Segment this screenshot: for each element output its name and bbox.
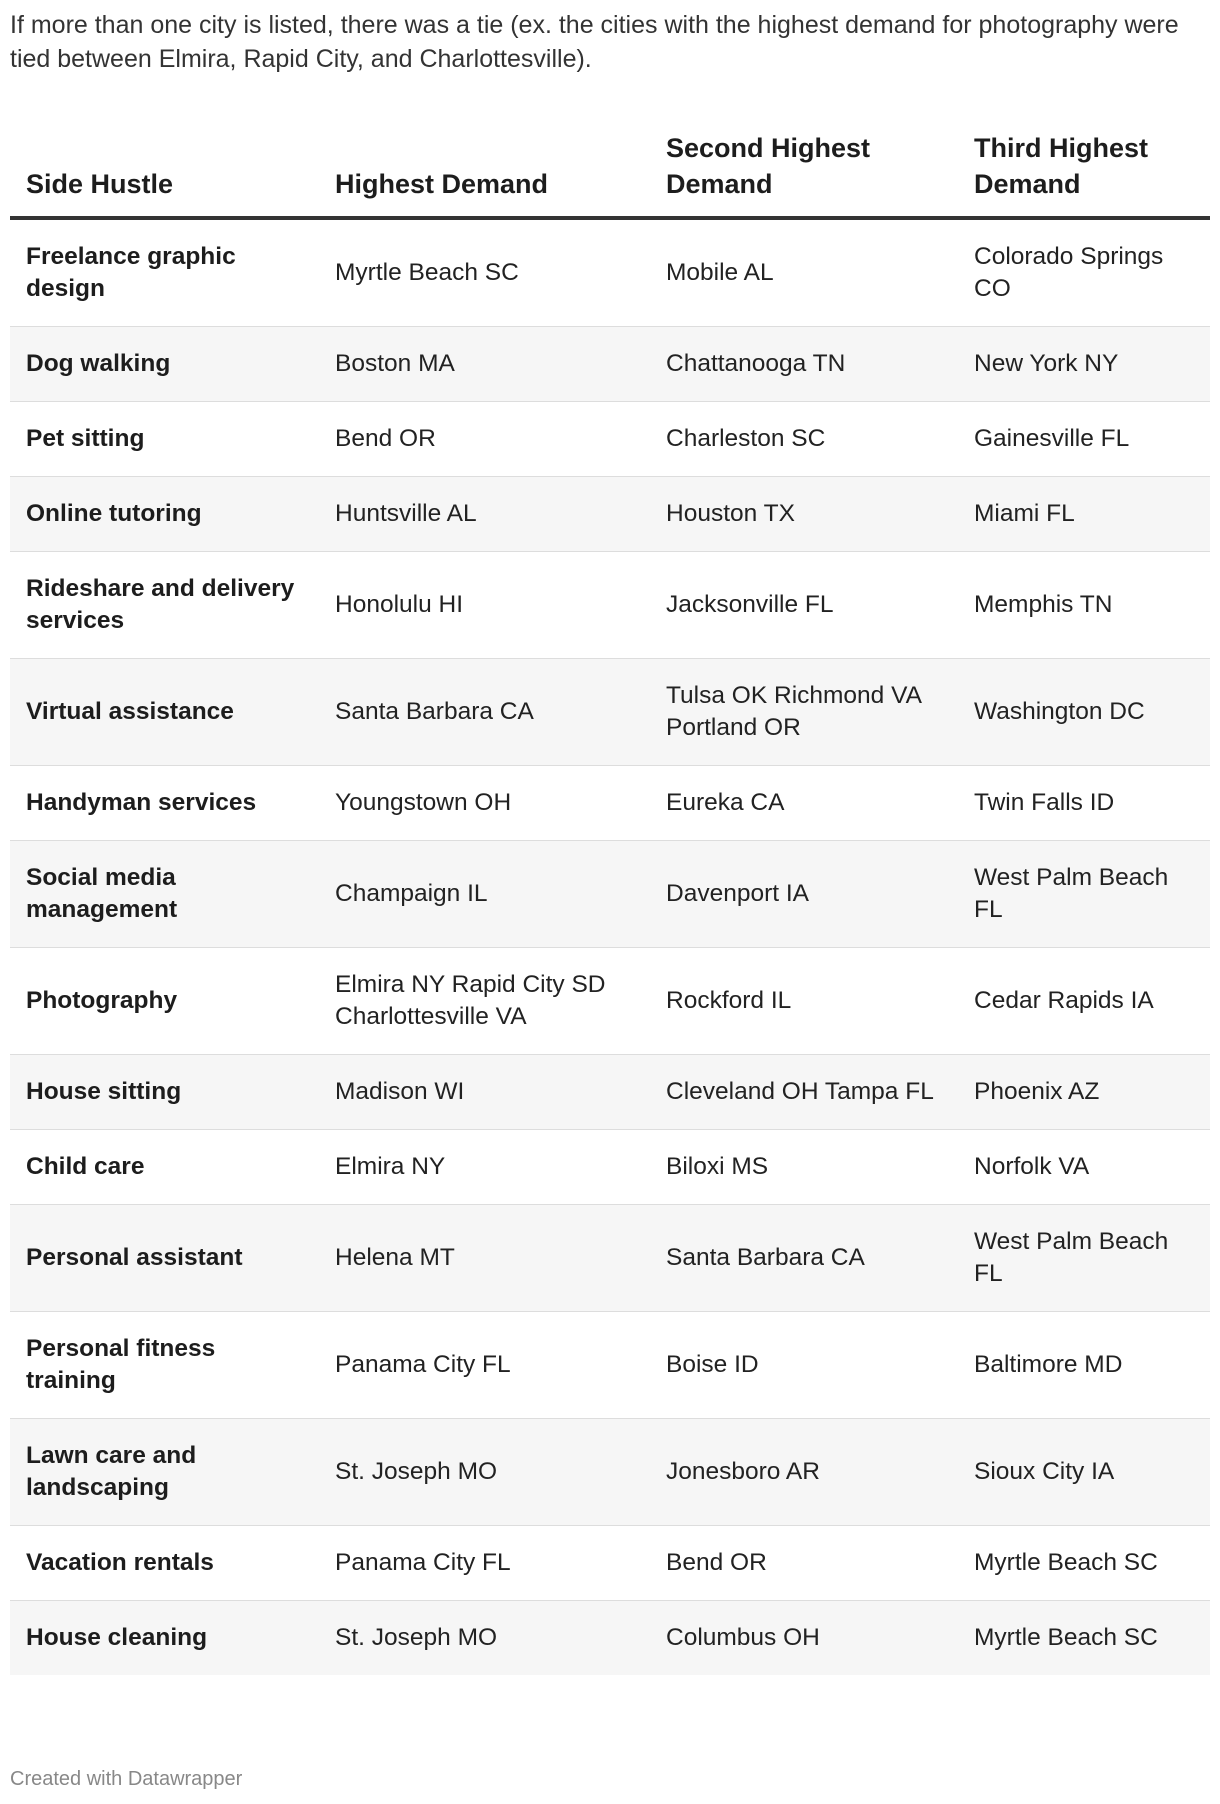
table-header-row: Side Hustle Highest Demand Second Highes… <box>10 118 1210 220</box>
second-highest-cell: Bend OR <box>650 1525 958 1601</box>
highest-demand-cell: Madison WI <box>319 1054 650 1130</box>
second-highest-cell: Charleston SC <box>650 401 958 477</box>
table-row: Online tutoring Huntsville AL Houston TX Mi… <box>10 476 1210 552</box>
table-row: Personal fitness training Panama City FL B… <box>10 1311 1210 1419</box>
side-hustle-cell: Child care <box>10 1129 319 1205</box>
highest-demand-cell: Santa Barbara CA <box>319 658 650 766</box>
side-hustle-cell: Photography <box>10 947 319 1055</box>
side-hustle-cell: Personal fitness training <box>10 1311 319 1419</box>
highest-demand-cell: St. Joseph MO <box>319 1418 650 1526</box>
third-highest-cell: Sioux City IA <box>958 1418 1210 1526</box>
header-second-highest-demand[interactable]: Second Highest Demand <box>650 118 958 220</box>
highest-demand-cell: Myrtle Beach SC <box>319 218 650 327</box>
third-highest-cell: Colorado Springs CO <box>958 218 1210 327</box>
third-highest-cell: Norfolk VA <box>958 1129 1210 1205</box>
intro-note: If more than one city is listed, there w… <box>10 11 1179 73</box>
side-hustle-cell: Dog walking <box>10 326 319 402</box>
side-hustle-cell: Personal assistant <box>10 1204 319 1312</box>
third-highest-cell: Memphis TN <box>958 551 1210 659</box>
second-highest-cell: Boise ID <box>650 1311 958 1419</box>
table-row: Personal assistant Helena MT Santa Barbara… <box>10 1204 1210 1312</box>
second-highest-cell: Houston TX <box>650 476 958 552</box>
table-row: House sitting Madison WI Cleveland OH Tamp… <box>10 1054 1210 1130</box>
second-highest-cell: Columbus OH <box>650 1600 958 1675</box>
third-highest-cell: Gainesville FL <box>958 401 1210 477</box>
side-hustle-cell: Virtual assistance <box>10 658 319 766</box>
third-highest-cell: Washington DC <box>958 658 1210 766</box>
datawrapper-credit[interactable]: Created with Datawrapper <box>10 1768 243 1790</box>
second-highest-cell: Biloxi MS <box>650 1129 958 1205</box>
third-highest-cell: Myrtle Beach SC <box>958 1600 1210 1675</box>
third-highest-cell: West Palm Beach FL <box>958 1204 1210 1312</box>
highest-demand-cell: Elmira NY <box>319 1129 650 1205</box>
second-highest-cell: Jonesboro AR <box>650 1418 958 1526</box>
highest-demand-cell: Elmira NY Rapid City SD Charlottesville … <box>319 947 650 1055</box>
highest-demand-cell: Helena MT <box>319 1204 650 1312</box>
second-highest-cell: Tulsa OK Richmond VA Portland OR <box>650 658 958 766</box>
side-hustle-cell: House sitting <box>10 1054 319 1130</box>
third-highest-cell: Cedar Rapids IA <box>958 947 1210 1055</box>
side-hustle-cell: Pet sitting <box>10 401 319 477</box>
header-highest-demand[interactable]: Highest Demand <box>319 118 650 220</box>
second-highest-cell: Davenport IA <box>650 840 958 948</box>
table-row: Freelance graphic design Myrtle Beach SC M… <box>10 218 1210 327</box>
highest-demand-cell: Huntsville AL <box>319 476 650 552</box>
header-side-hustle[interactable]: Side Hustle <box>10 118 319 220</box>
third-highest-cell: Phoenix AZ <box>958 1054 1210 1130</box>
table-row: Child care Elmira NY Biloxi MS Norfolk VA <box>10 1129 1210 1205</box>
third-highest-cell: Twin Falls ID <box>958 765 1210 841</box>
side-hustle-cell: Freelance graphic design <box>10 218 319 327</box>
third-highest-cell: West Palm Beach FL <box>958 840 1210 948</box>
table-row: Photography Elmira NY Rapid City SD Charl… <box>10 947 1210 1055</box>
third-highest-cell: New York NY <box>958 326 1210 402</box>
second-highest-cell: Mobile AL <box>650 218 958 327</box>
second-highest-cell: Santa Barbara CA <box>650 1204 958 1312</box>
side-hustle-cell: Social media management <box>10 840 319 948</box>
highest-demand-cell: Panama City FL <box>319 1525 650 1601</box>
side-hustle-cell: Rideshare and delivery services <box>10 551 319 659</box>
second-highest-cell: Eureka CA <box>650 765 958 841</box>
side-hustle-cell: Vacation rentals <box>10 1525 319 1601</box>
table-row: Dog walking Boston MA Chattanooga TN New Yo… <box>10 326 1210 402</box>
table-row: Vacation rentals Panama City FL Bend OR Myr… <box>10 1525 1210 1601</box>
table-row: Lawn care and landscaping St. Joseph MO Jo… <box>10 1418 1210 1526</box>
side-hustle-cell: Handyman services <box>10 765 319 841</box>
second-highest-cell: Chattanooga TN <box>650 326 958 402</box>
side-hustle-table: Side Hustle Highest Demand Second Highes… <box>10 118 1210 1675</box>
highest-demand-cell: Bend OR <box>319 401 650 477</box>
second-highest-cell: Jacksonville FL <box>650 551 958 659</box>
highest-demand-cell: Panama City FL <box>319 1311 650 1419</box>
table-row: House cleaning St. Joseph MO Columbus OH My… <box>10 1600 1210 1675</box>
second-highest-cell: Cleveland OH Tampa FL <box>650 1054 958 1130</box>
highest-demand-cell: St. Joseph MO <box>319 1600 650 1675</box>
table-row: Handyman services Youngstown OH Eureka CA T… <box>10 765 1210 841</box>
third-highest-cell: Baltimore MD <box>958 1311 1210 1419</box>
third-highest-cell: Myrtle Beach SC <box>958 1525 1210 1601</box>
table-row: Virtual assistance Santa Barbara CA Tulsa … <box>10 658 1210 766</box>
highest-demand-cell: Honolulu HI <box>319 551 650 659</box>
highest-demand-cell: Youngstown OH <box>319 765 650 841</box>
table-row: Rideshare and delivery services Honolulu … <box>10 551 1210 659</box>
side-hustle-cell: Lawn care and landscaping <box>10 1418 319 1526</box>
table-row: Pet sitting Bend OR Charleston SC Gainesvil… <box>10 401 1210 477</box>
table-row: Social media management Champaign IL Daven… <box>10 840 1210 948</box>
header-third-highest-demand[interactable]: Third Highest Demand <box>958 118 1210 220</box>
second-highest-cell: Rockford IL <box>650 947 958 1055</box>
side-hustle-cell: Online tutoring <box>10 476 319 552</box>
highest-demand-cell: Boston MA <box>319 326 650 402</box>
side-hustle-cell: House cleaning <box>10 1600 319 1675</box>
highest-demand-cell: Champaign IL <box>319 840 650 948</box>
third-highest-cell: Miami FL <box>958 476 1210 552</box>
